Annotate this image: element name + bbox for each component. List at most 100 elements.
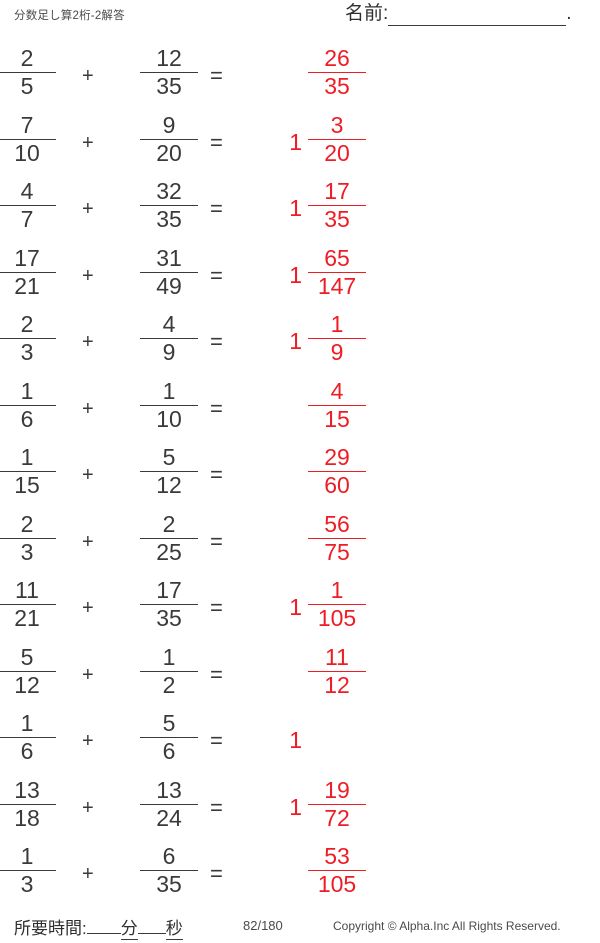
problem-row: 5 12 +1 2 = 11 12 (0, 637, 600, 704)
student-name-field[interactable]: 名前: . (345, 2, 572, 26)
answer-fraction-bar (308, 537, 366, 539)
answer-numerator: 26 (324, 45, 350, 71)
operand-1-fraction-numerator: 17 (14, 244, 40, 271)
operand-2-fraction-numerator: 5 (162, 444, 176, 470)
elapsed-time-field[interactable]: 所要時間: 分 秒 (14, 914, 183, 940)
plus-operator: + (82, 663, 94, 686)
answer-fraction-bar (308, 404, 366, 406)
elapsed-time-label: 所要時間: (14, 919, 87, 938)
plus-operator: + (82, 597, 94, 619)
plus-operator: + (82, 796, 94, 819)
operand-1-fraction-denominator: 3 (20, 538, 34, 565)
answer-fraction-bar (308, 604, 366, 605)
minutes-input[interactable] (86, 916, 121, 934)
operand-2-fraction-denominator: 35 (156, 73, 182, 99)
plus-operator: + (82, 131, 94, 154)
operand-2-fraction-denominator: 20 (156, 139, 182, 166)
name-trailing-dot: . (566, 3, 572, 24)
operand-1-fraction-denominator: 6 (20, 738, 34, 764)
answer-fraction-bar (308, 803, 366, 805)
answer-fraction-bar (308, 138, 366, 140)
operand-1-fraction-numerator: 2 (20, 45, 34, 71)
answer-denominator: 20 (324, 139, 350, 166)
equals-operator: = (210, 63, 223, 88)
operand-2-fraction-numerator: 12 (156, 45, 182, 71)
answer-fraction: 4 15 (308, 378, 366, 432)
operand-1-fraction: 11 21 (0, 578, 56, 631)
answer-whole-number: 1 (289, 328, 302, 354)
plus-operator: + (82, 863, 94, 885)
operand-2-fraction-denominator: 10 (156, 405, 182, 432)
answer-fraction: 3 20 (308, 112, 366, 166)
operand-2-fraction: 32 35 (140, 179, 198, 232)
problem-row: 2 3 +2 25 = 56 75 (0, 504, 600, 571)
operand-1-fraction-bar (0, 205, 56, 206)
equals-operator: = (210, 129, 223, 155)
answer-denominator: 60 (324, 472, 350, 498)
operand-2-fraction-denominator: 6 (162, 738, 176, 764)
answer: 56 75 (286, 510, 366, 568)
operand-2-fraction-denominator: 35 (156, 871, 182, 897)
operand-1-fraction-bar (0, 604, 56, 605)
operand-2-fraction-bar (140, 803, 198, 805)
answer-denominator: 35 (324, 73, 350, 99)
operand-1-fraction-bar (0, 803, 56, 805)
operand-1-fraction-denominator: 3 (20, 871, 34, 897)
operand-1-fraction-denominator: 5 (20, 73, 34, 99)
operand-2-fraction-numerator: 32 (156, 178, 182, 204)
seconds-input[interactable] (137, 916, 166, 934)
answer-denominator: 15 (324, 405, 350, 432)
plus-operator: + (82, 397, 94, 420)
plus-operator: + (82, 530, 94, 553)
operand-2-fraction-denominator: 35 (156, 605, 182, 631)
operand-2-fraction-denominator: 2 (162, 671, 176, 698)
equals-operator: = (210, 528, 223, 554)
operand-2-fraction-denominator: 35 (156, 206, 182, 232)
plus-operator: + (82, 264, 94, 287)
operand-1-fraction-numerator: 4 (20, 178, 34, 204)
operand-2-fraction-bar (140, 404, 198, 406)
operand-2-fraction-numerator: 9 (162, 111, 176, 138)
answer-fraction: 65 147 (308, 244, 366, 299)
answer: 4 15 (286, 378, 366, 435)
answer: 1 19 72 (286, 777, 366, 834)
operand-1-fraction: 17 21 (0, 244, 56, 299)
operand-1-fraction-numerator: 13 (14, 776, 40, 803)
operand-1-fraction-bar (0, 404, 56, 406)
copyright-notice: Copyright © Alpha.Inc All Rights Reserve… (333, 919, 561, 933)
operand-2-fraction-numerator: 31 (156, 244, 182, 271)
operand-2-fraction-bar (140, 870, 198, 871)
answer-fraction: 26 35 (308, 46, 366, 99)
equals-operator: = (210, 395, 223, 421)
operand-2-fraction-numerator: 2 (162, 510, 176, 537)
operand-1-fraction-denominator: 21 (14, 272, 40, 299)
seconds-unit-label: 秒 (165, 919, 183, 940)
operand-2-fraction: 17 35 (140, 578, 198, 631)
answer-numerator: 56 (324, 510, 350, 537)
operand-1-fraction: 7 10 (0, 112, 56, 166)
equals-operator: = (210, 794, 223, 820)
answer-denominator: 75 (324, 538, 350, 565)
answer-numerator: 65 (324, 244, 350, 271)
answer-numerator: 1 (330, 577, 344, 603)
answer: 1 65 147 (286, 244, 366, 302)
operand-2-fraction: 31 49 (140, 244, 198, 299)
problem-row: 1 3 +6 35 = 53 105 (0, 836, 600, 903)
answer-fraction-bar (308, 670, 366, 672)
answer-fraction-bar (308, 338, 366, 339)
equals-operator: = (210, 462, 223, 487)
answer-fraction-bar (308, 72, 366, 73)
operand-1-fraction-numerator: 2 (20, 510, 34, 537)
operand-1-fraction-numerator: 5 (20, 643, 34, 670)
student-name-label: 名前: (345, 3, 389, 24)
operand-2-fraction-bar (140, 205, 198, 206)
student-name-input[interactable] (388, 4, 567, 26)
plus-operator: + (82, 464, 94, 486)
operand-1-fraction-denominator: 12 (14, 671, 40, 698)
operand-2-fraction-bar (140, 72, 198, 73)
